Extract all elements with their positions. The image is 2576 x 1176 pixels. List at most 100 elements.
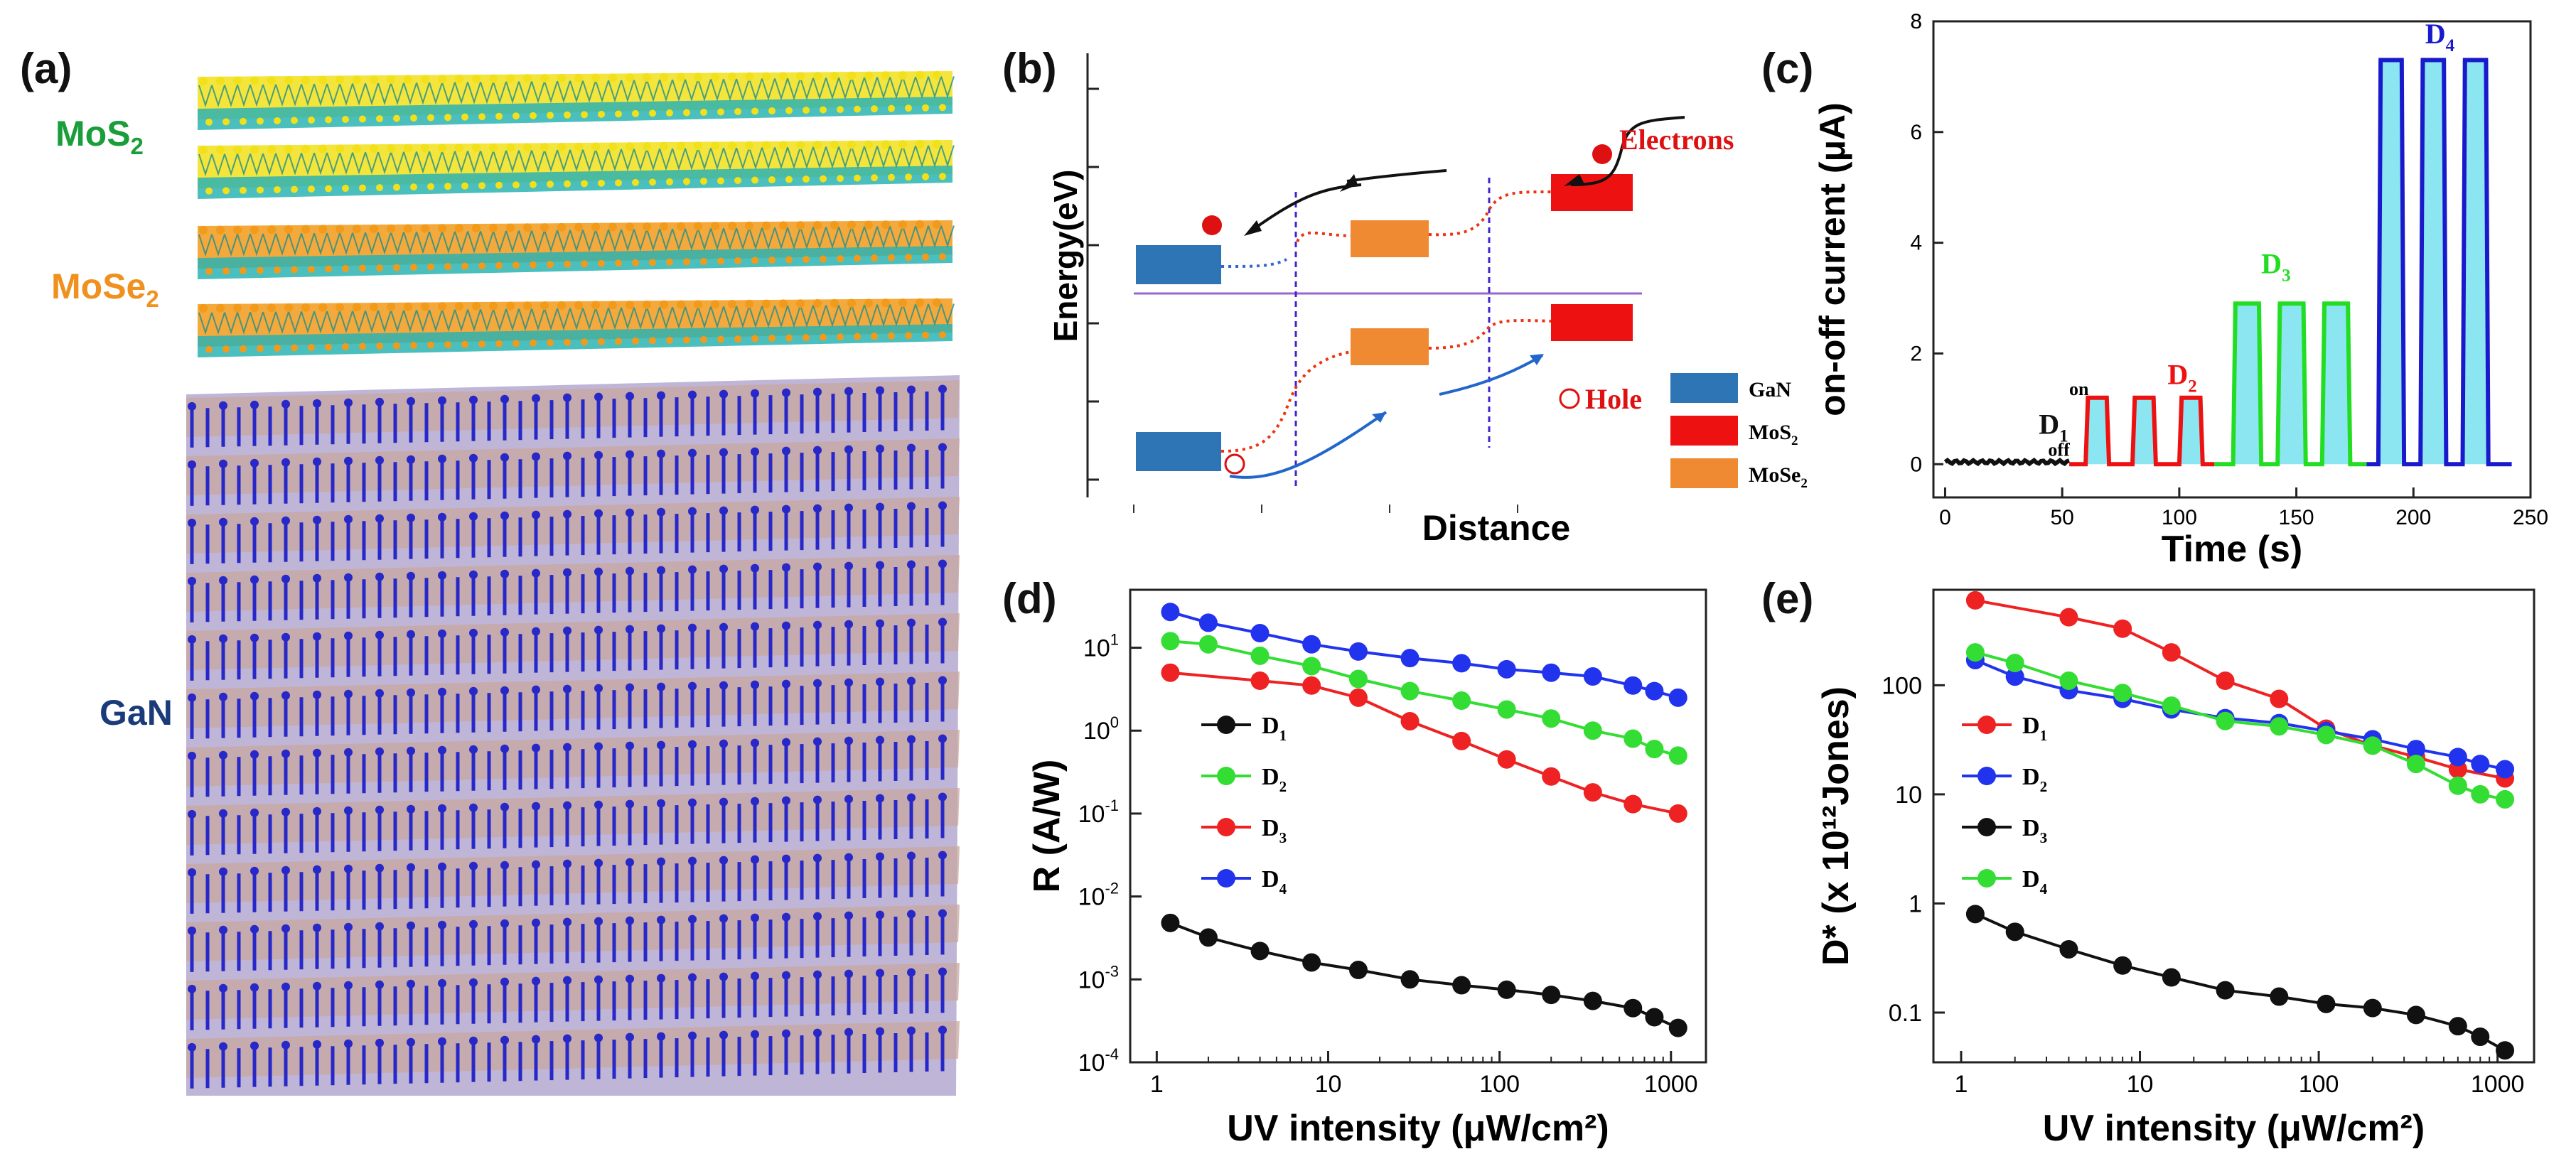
panel-label-c: (c)	[1761, 45, 1814, 92]
data-point	[2496, 789, 2515, 809]
x-tick-label: 1000	[2471, 1071, 2525, 1098]
data-point	[1302, 635, 1321, 654]
y-tick-label: 100	[1882, 672, 1922, 699]
data-point	[2363, 736, 2382, 755]
x-tick-label: 100	[1479, 1071, 1520, 1098]
plot-frame	[1932, 588, 2535, 1064]
hole-arrow-1	[1229, 411, 1388, 479]
data-point	[2406, 1005, 2425, 1025]
series-label: D3	[2261, 247, 2290, 285]
data-point	[1965, 905, 1985, 924]
electron-arrow-3	[1250, 183, 1362, 232]
legend-label: D3	[1262, 815, 1287, 846]
data-point	[1965, 643, 1985, 662]
hole-label: Hole	[1585, 383, 1642, 415]
band-legend-swatch	[1670, 458, 1738, 488]
data-point	[2005, 654, 2024, 673]
gan-valence-band	[1136, 432, 1221, 471]
x-tick-label: 10	[1315, 1071, 1342, 1098]
legend-label: D2	[1262, 764, 1287, 795]
x-tick-label: 200	[2395, 506, 2431, 529]
electron-arrowhead-2	[1340, 174, 1358, 192]
legend-label: D3	[2022, 815, 2047, 846]
chart-on-off-current: D1 D2 D3 D4 on off 0 50 100 150 200 250 0 2 4 6 8 Time (s…	[1813, 10, 2548, 568]
series-label: D2	[2167, 358, 2196, 396]
data-point	[1452, 976, 1471, 995]
electron-dot-legend	[1592, 144, 1612, 164]
band-legend-label: GaN	[1749, 378, 1791, 401]
data-point	[1583, 721, 1602, 740]
mose2-conduction-band	[1351, 220, 1429, 257]
data-point	[1624, 729, 1643, 748]
series-line-D4	[2366, 58, 2512, 467]
data-point	[2363, 998, 2382, 1018]
mos2-valence-band	[1551, 304, 1633, 341]
y-tick-label: 10-2	[1078, 880, 1119, 911]
electron-arrow-1	[1570, 116, 1685, 186]
series-line-D4	[1975, 651, 2506, 801]
series-line-D3	[2214, 301, 2367, 467]
y-tick-label: 10	[1895, 782, 1922, 809]
label-gan: GaN	[100, 693, 173, 733]
data-point	[1452, 654, 1471, 673]
annotation-on: on	[2069, 379, 2089, 399]
data-point	[2113, 619, 2132, 638]
data-point	[1250, 624, 1270, 643]
data-point	[2496, 760, 2515, 779]
data-point	[1645, 1008, 1664, 1027]
x-tick-label: 0	[1939, 506, 1951, 529]
data-point	[1348, 642, 1368, 661]
legend-label: D1	[1262, 713, 1287, 744]
data-point	[2406, 755, 2425, 774]
data-point	[1198, 613, 1218, 632]
legend-marker	[1977, 767, 1996, 785]
legend-marker	[1217, 869, 1235, 888]
mose2-valence-band	[1351, 328, 1429, 365]
x-axis-label: UV intensity (μW/cm²)	[1227, 1108, 1609, 1149]
data-point	[2005, 922, 2024, 942]
data-point	[1497, 750, 1516, 769]
pulse-highlight	[2420, 60, 2447, 465]
data-point	[1542, 709, 1561, 728]
data-point	[2162, 643, 2181, 662]
hole-dot-gan	[1224, 453, 1245, 475]
data-point	[1497, 659, 1516, 679]
y-tick-label: 6	[1910, 121, 1922, 144]
data-point	[1400, 970, 1420, 989]
legend-marker	[1217, 767, 1235, 785]
legend-marker	[1217, 818, 1235, 836]
data-point	[1348, 688, 1368, 707]
pulse-highlight	[2378, 60, 2405, 465]
y-tick-label: 101	[1083, 631, 1119, 662]
data-point	[2406, 740, 2425, 759]
plot-frame	[1129, 588, 1707, 1064]
data-point	[1250, 646, 1270, 665]
y-tick-label: 1	[1909, 890, 1922, 917]
data-point	[1161, 603, 1180, 622]
hole-dot-legend	[1559, 388, 1580, 409]
x-tick-label: 1000	[1644, 1071, 1698, 1098]
x-tick-label: 1	[1955, 1071, 1968, 1098]
chart-responsivity: 1 10 100 1000 10-4 10-3 10-2 10-1 100 101 D1 D2 D3 D4…	[1026, 588, 1707, 1149]
x-tick-label: 100	[2299, 1071, 2339, 1098]
data-point	[2113, 684, 2132, 703]
legend-label: D2	[2022, 764, 2047, 795]
data-point	[1198, 635, 1218, 654]
data-point	[2448, 1017, 2467, 1036]
data-point	[2317, 994, 2336, 1013]
x-tick-label: 50	[2050, 506, 2073, 529]
data-point	[2496, 1041, 2515, 1060]
y-tick-label: 2	[1910, 342, 1922, 365]
band-legend: GaN MoS2 MoSe2	[1670, 373, 1808, 491]
data-point	[1668, 804, 1687, 823]
legend-label: D1	[2022, 713, 2047, 744]
data-point	[1583, 783, 1602, 802]
data-point	[2059, 608, 2078, 627]
y-axis-label: on-off current (μA)	[1813, 102, 1852, 416]
band-ylabel: Energy(eV)	[1047, 170, 1084, 342]
legend-label: D4	[1262, 866, 1287, 897]
data-point	[1583, 991, 1602, 1010]
band-diagram: Energy(eV) Distance Electrons Hole GaN Mo…	[1047, 53, 1808, 548]
data-point	[2270, 717, 2289, 736]
data-point	[1624, 676, 1643, 695]
